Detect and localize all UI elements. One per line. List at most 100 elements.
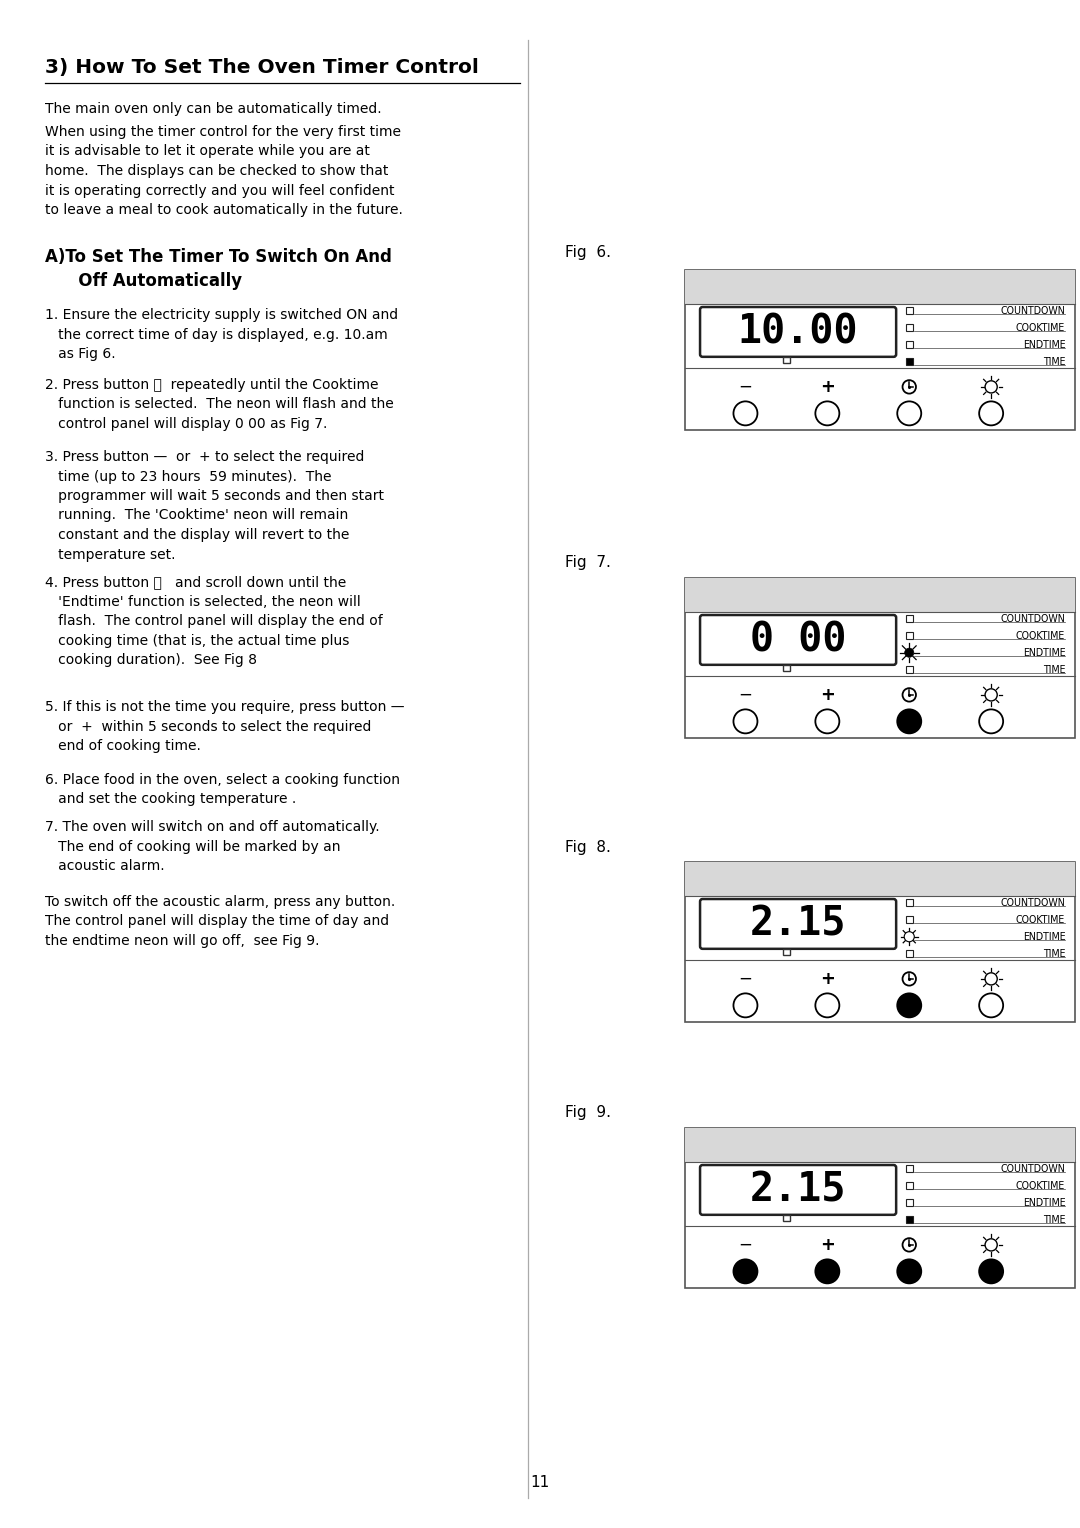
Circle shape <box>980 402 1003 425</box>
Text: +: + <box>820 970 835 989</box>
Text: Fig  8.: Fig 8. <box>565 840 611 856</box>
FancyBboxPatch shape <box>700 614 896 665</box>
Circle shape <box>897 709 921 733</box>
Text: TIME: TIME <box>1043 949 1065 958</box>
Text: Fig  6.: Fig 6. <box>565 244 611 260</box>
Circle shape <box>815 1259 839 1284</box>
Bar <box>685 270 1075 304</box>
Bar <box>906 633 913 639</box>
Text: COUNTDOWN: COUNTDOWN <box>1000 898 1065 908</box>
Text: The main oven only can be automatically timed.: The main oven only can be automatically … <box>45 102 381 116</box>
Text: −: − <box>739 1236 753 1254</box>
Text: +: + <box>820 1236 835 1254</box>
Text: 10.00: 10.00 <box>738 312 859 351</box>
Text: +: + <box>820 686 835 704</box>
Bar <box>906 1216 913 1222</box>
Circle shape <box>985 689 997 701</box>
Text: −: − <box>739 686 753 704</box>
Text: COUNTDOWN: COUNTDOWN <box>1000 614 1065 623</box>
FancyBboxPatch shape <box>700 1164 896 1215</box>
Circle shape <box>904 932 915 941</box>
Circle shape <box>903 1238 916 1251</box>
Bar <box>906 324 913 332</box>
Text: 7. The oven will switch on and off automatically.
   The end of cooking will be : 7. The oven will switch on and off autom… <box>45 821 380 872</box>
Circle shape <box>980 993 1003 1018</box>
Bar <box>685 1128 1075 1288</box>
Text: −: − <box>739 377 753 396</box>
Text: COOKTIME: COOKTIME <box>1016 1181 1065 1190</box>
Text: +: + <box>820 377 835 396</box>
Text: 3) How To Set The Oven Timer Control: 3) How To Set The Oven Timer Control <box>45 58 478 76</box>
Text: −: − <box>739 970 753 989</box>
Circle shape <box>985 973 997 986</box>
Bar <box>783 1215 789 1221</box>
Circle shape <box>897 402 921 425</box>
Circle shape <box>733 709 757 733</box>
Bar <box>685 578 1075 738</box>
Text: 4. Press button ⌛   and scroll down until the
   'Endtime' function is selected,: 4. Press button ⌛ and scroll down until … <box>45 575 382 668</box>
Text: ENDTIME: ENDTIME <box>1023 932 1065 941</box>
Circle shape <box>733 1259 757 1284</box>
Circle shape <box>980 709 1003 733</box>
Circle shape <box>897 1259 921 1284</box>
Text: TIME: TIME <box>1043 665 1065 675</box>
Bar <box>906 1166 913 1172</box>
Bar <box>783 356 789 364</box>
Text: To switch off the acoustic alarm, press any button.
The control panel will displ: To switch off the acoustic alarm, press … <box>45 895 395 947</box>
Bar <box>906 1183 913 1189</box>
Circle shape <box>733 993 757 1018</box>
Circle shape <box>903 972 916 986</box>
Circle shape <box>815 709 839 733</box>
Bar <box>685 1128 1075 1163</box>
Bar <box>906 341 913 348</box>
Text: COOKTIME: COOKTIME <box>1016 322 1065 333</box>
FancyBboxPatch shape <box>700 307 896 358</box>
Circle shape <box>905 648 914 657</box>
Bar <box>906 616 913 622</box>
Bar <box>906 900 913 906</box>
Text: ENDTIME: ENDTIME <box>1023 648 1065 657</box>
Bar <box>906 359 913 365</box>
Text: 0 00: 0 00 <box>750 620 847 660</box>
Text: When using the timer control for the very first time
it is advisable to let it o: When using the timer control for the ver… <box>45 125 403 217</box>
Bar <box>906 950 913 957</box>
Text: TIME: TIME <box>1043 356 1065 367</box>
Circle shape <box>897 993 921 1018</box>
Text: COUNTDOWN: COUNTDOWN <box>1000 306 1065 316</box>
Circle shape <box>815 402 839 425</box>
Text: 2.15: 2.15 <box>750 905 847 943</box>
Text: TIME: TIME <box>1043 1215 1065 1224</box>
Bar <box>685 578 1075 613</box>
Circle shape <box>980 1259 1003 1284</box>
Text: ENDTIME: ENDTIME <box>1023 1198 1065 1207</box>
Circle shape <box>733 402 757 425</box>
Text: ENDTIME: ENDTIME <box>1023 339 1065 350</box>
Circle shape <box>985 1239 997 1251</box>
Circle shape <box>985 380 997 393</box>
Bar <box>685 862 1075 897</box>
Bar <box>783 949 789 955</box>
Bar <box>685 862 1075 1022</box>
Bar <box>906 917 913 923</box>
Text: COOKTIME: COOKTIME <box>1016 631 1065 640</box>
Text: 2. Press button ⌛  repeatedly until the Cooktime
   function is selected.  The n: 2. Press button ⌛ repeatedly until the C… <box>45 377 394 431</box>
Text: 6. Place food in the oven, select a cooking function
   and set the cooking temp: 6. Place food in the oven, select a cook… <box>45 773 400 807</box>
Text: Off Automatically: Off Automatically <box>60 272 242 290</box>
Text: COUNTDOWN: COUNTDOWN <box>1000 1164 1065 1174</box>
Bar <box>906 666 913 672</box>
Text: A)To Set The Timer To Switch On And: A)To Set The Timer To Switch On And <box>45 248 392 266</box>
Text: 2.15: 2.15 <box>750 1170 847 1210</box>
Text: Fig  9.: Fig 9. <box>565 1105 611 1120</box>
Circle shape <box>903 688 916 701</box>
Text: 1. Ensure the electricity supply is switched ON and
   the correct time of day i: 1. Ensure the electricity supply is swit… <box>45 309 399 361</box>
Bar <box>906 307 913 315</box>
Text: 11: 11 <box>530 1475 550 1490</box>
Bar <box>783 665 789 671</box>
Bar <box>906 1199 913 1206</box>
Text: 5. If this is not the time you require, press button —
   or  +  within 5 second: 5. If this is not the time you require, … <box>45 700 405 753</box>
Text: 3. Press button —  or  + to select the required
   time (up to 23 hours  59 minu: 3. Press button — or + to select the req… <box>45 451 384 561</box>
Circle shape <box>903 380 916 394</box>
FancyBboxPatch shape <box>700 898 896 949</box>
Text: COOKTIME: COOKTIME <box>1016 915 1065 924</box>
Text: Fig  7.: Fig 7. <box>565 555 611 570</box>
